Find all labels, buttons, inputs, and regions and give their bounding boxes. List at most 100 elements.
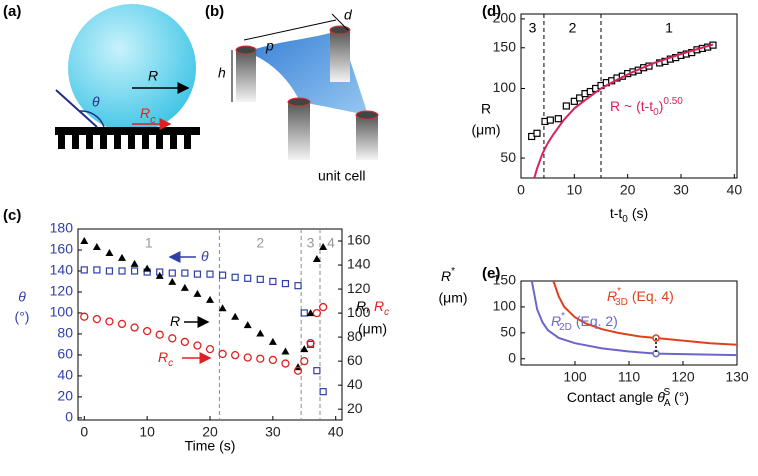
y-tick-label: 150: [493, 272, 517, 288]
x-tick-label: 110: [618, 369, 641, 385]
region-label: 3: [307, 235, 315, 251]
region-label: 1: [665, 20, 673, 36]
marker: [155, 330, 164, 339]
x-tick-label: 40: [328, 424, 344, 440]
y2-axis-unit: (μm): [358, 321, 387, 337]
marker: [319, 243, 328, 251]
label: t-t0 (s): [610, 205, 648, 225]
diagram-b: p d h unit cell: [218, 7, 379, 184]
marker: [206, 270, 214, 278]
marker: [206, 295, 214, 303]
label-part: R: [441, 268, 451, 284]
label: R*: [441, 266, 455, 284]
marker: [268, 337, 277, 345]
marker: [105, 249, 114, 257]
caption: unit cell: [318, 168, 365, 184]
x-tick-label: 10: [567, 182, 583, 198]
label: R* 3D (Eq. 4): [607, 286, 674, 308]
label-part: Contact angle: [567, 389, 657, 405]
y-tick-label: 80: [57, 325, 73, 341]
marker: [533, 129, 541, 137]
x-tick-label: 0: [517, 182, 525, 198]
pillar-top: [235, 45, 257, 55]
tangent: [55, 89, 98, 128]
marker: [205, 344, 215, 354]
diagram-a: θ R Rc: [55, 4, 200, 149]
marker: [281, 279, 290, 288]
droplet: [68, 4, 196, 132]
label-part: t-t: [610, 205, 623, 221]
label-part: R: [374, 298, 384, 314]
x-axis-label: Time (s): [185, 438, 236, 454]
y-tick-label: 180: [50, 220, 74, 236]
marker: [218, 349, 227, 359]
marker: [243, 353, 252, 362]
marker: [318, 302, 328, 312]
region-label: 2: [256, 235, 264, 251]
label-sup: S: [663, 387, 670, 398]
label-part: R,: [356, 298, 370, 314]
marker: [218, 304, 227, 312]
marker: [130, 267, 139, 275]
marker: [231, 312, 240, 320]
marker: [130, 323, 139, 332]
height-label: h: [218, 65, 226, 81]
marker: [243, 321, 252, 329]
marker: [193, 341, 202, 350]
panel-label: (d): [482, 3, 501, 20]
y-tick-label: 60: [57, 346, 73, 362]
marker: [180, 283, 189, 291]
marker: [168, 269, 176, 277]
y-tick-label: 50: [500, 149, 516, 165]
radius-label: R: [148, 68, 158, 84]
y-axis-unit: (°): [15, 309, 30, 325]
marker: [256, 329, 265, 337]
label-part: (Eq. 4): [632, 288, 674, 304]
diameter-label: d: [344, 7, 353, 23]
y-tick-label: 100: [493, 298, 517, 314]
marker: [193, 270, 202, 278]
pillar: [288, 102, 310, 160]
label-part: R ~ (t-t: [610, 98, 653, 114]
marker: [306, 309, 315, 317]
marker: [168, 334, 177, 343]
y2-tick-label: 60: [347, 352, 363, 368]
y-tick-label: 40: [57, 367, 73, 383]
label-part: ): [659, 98, 664, 114]
y2-tick-label: 140: [347, 256, 371, 272]
diameter-bracket: [331, 13, 349, 31]
y-tick-label: 0: [65, 409, 73, 425]
y-axis-unit: (μm): [438, 290, 467, 306]
label-sup: 0.50: [663, 96, 683, 107]
y2-tick-label: 40: [347, 376, 363, 392]
marker: [319, 388, 327, 396]
y-tick-label: 50: [500, 324, 516, 340]
label-sub: c: [150, 114, 156, 126]
panel-label: (b): [205, 3, 224, 20]
label: θ: [201, 248, 209, 264]
series-line: [533, 43, 714, 178]
marker: [93, 266, 101, 274]
substrate: [55, 127, 200, 135]
region-label: 3: [529, 20, 537, 36]
pillar: [356, 115, 378, 160]
y-tick-label: 120: [50, 283, 74, 299]
label-part: R: [170, 313, 180, 329]
y-tick-label: 140: [50, 262, 74, 278]
marker: [313, 367, 321, 375]
pillars: [58, 135, 191, 149]
y2-tick-label: 80: [347, 328, 363, 344]
region-label: 1: [145, 235, 153, 251]
label-sub: c: [384, 307, 389, 318]
y2-tick-label: 100: [347, 304, 371, 320]
marker: [117, 319, 127, 329]
label-part: θ: [657, 389, 665, 405]
x-tick-label: 20: [620, 182, 636, 198]
marker: [268, 355, 278, 365]
y2-tick-label: 20: [347, 400, 363, 416]
marker: [281, 347, 290, 355]
marker: [230, 350, 240, 360]
region-label: 4: [327, 235, 335, 251]
marker: [142, 326, 152, 336]
marker: [80, 312, 89, 321]
